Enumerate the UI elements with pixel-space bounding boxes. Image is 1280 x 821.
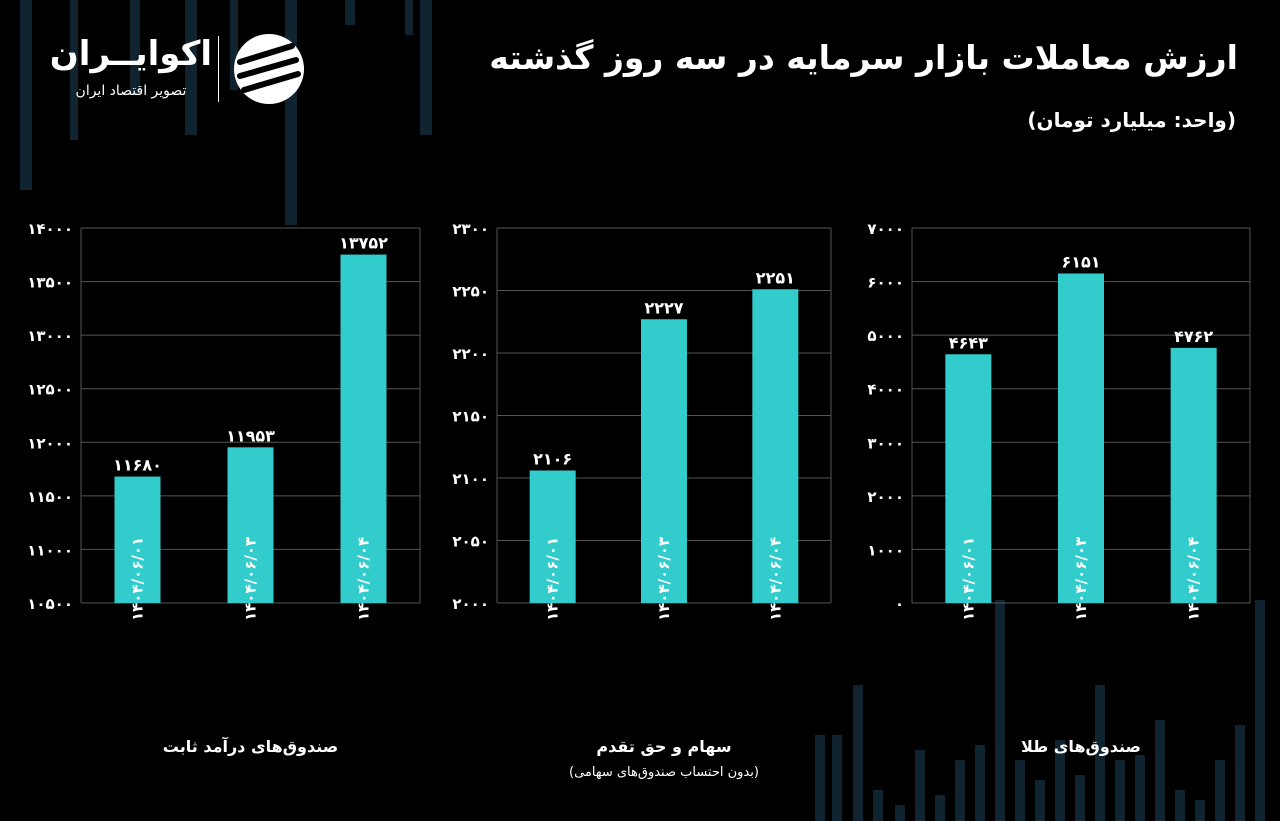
background-candle (1235, 725, 1245, 821)
data-label: ۴۶۴۳ (949, 333, 988, 352)
y-tick-label: ۳۰۰۰ (867, 434, 904, 452)
x-tick-label: ۱۴۰۴/۰۶/۰۱ (959, 537, 977, 621)
background-candle (1135, 755, 1145, 821)
chart-title-2: سهام و حق تقدم (596, 737, 732, 756)
background-candle (1015, 760, 1025, 821)
data-label: ۲۲۲۷ (644, 298, 683, 317)
y-tick-label: ۲۳۰۰ (452, 220, 489, 238)
x-tick-label: ۱۴۰۴/۰۶/۰۱ (129, 537, 147, 621)
background-candle (975, 745, 985, 821)
bar (114, 476, 161, 603)
y-tick-label: ۲۰۵۰ (452, 533, 489, 551)
y-tick-label: ۷۰۰۰ (867, 220, 904, 238)
background-candle (815, 735, 825, 821)
data-label: ۴۷۶۲ (1174, 327, 1213, 346)
logo-tagline: تصویر اقتصاد ایران (75, 83, 187, 99)
chart-panel-2: ۲۰۰۰ ۲۰۵۰ ۲۱۰۰ ۲۱۵۰ ۲۲۰۰ ۲۲۵۰ ۲۳۰۰ ۲۱۰۶ ۱۴۰۴/۰۶/… (452, 220, 832, 621)
background-candle (420, 0, 432, 135)
background-candle (1035, 780, 1045, 821)
background-candle (185, 0, 197, 135)
x-tick-label: ۱۴۰۴/۰۶/۰۳ (1072, 537, 1090, 621)
background-candle (1095, 685, 1105, 821)
background-candle (230, 0, 238, 90)
background-candle (873, 790, 883, 821)
y-tick-label: ۱۲۵۰۰ (27, 381, 73, 399)
background-candle (1055, 740, 1065, 821)
y-tick-label: ۰ (895, 595, 904, 613)
background-candle (995, 600, 1005, 821)
background-candle (832, 735, 842, 821)
bar (752, 289, 799, 603)
logo-divider (218, 36, 219, 102)
bar (641, 319, 687, 603)
y-tick-label: ۵۰۰۰ (867, 327, 904, 345)
page-title: ارزش معاملات بازار سرمایه در سه روز گذشت… (489, 38, 1238, 77)
background-candle (345, 0, 355, 25)
background-candle (1175, 790, 1185, 821)
y-tick-label: ۲۲۰۰ (452, 345, 489, 363)
data-label: ۲۱۰۶ (533, 450, 572, 469)
background-candle (1215, 760, 1225, 821)
y-tick-label: ۲۱۵۰ (452, 408, 489, 426)
data-label: ۱۱۶۸۰ (113, 456, 162, 475)
y-tick-label: ۱۳۰۰۰ (27, 327, 73, 345)
logo-mark-icon (234, 34, 304, 104)
bar (227, 447, 274, 603)
x-tick-label: ۱۴۰۴/۰۶/۰۳ (655, 537, 673, 621)
y-tick-label: ۱۰۰۰ (867, 541, 904, 559)
bar (1058, 273, 1104, 603)
y-tick-label: ۱۰۵۰۰ (27, 595, 73, 613)
background-candle (955, 760, 965, 821)
background-candle (935, 795, 945, 821)
y-tick-label: ۲۰۰۰ (867, 488, 904, 506)
background-candle (1195, 800, 1205, 821)
data-label: ۶۱۵۱ (1061, 252, 1100, 271)
background-candle (915, 750, 925, 821)
x-tick-label: ۱۴۰۴/۰۶/۰۱ (544, 537, 562, 621)
bar (1170, 347, 1217, 603)
data-label: ۱۳۷۵۲ (339, 234, 388, 253)
data-label: ۲۲۵۱ (756, 268, 795, 287)
unit-label: (واحد: میلیارد تومان) (1027, 108, 1236, 132)
chart-title-3: صندوق‌های طلا (1020, 737, 1142, 756)
background-candle (895, 805, 905, 821)
y-tick-label: ۱۱۵۰۰ (27, 488, 73, 506)
logo-name: اکوایــران (49, 34, 212, 74)
y-tick-label: ۲۱۰۰ (452, 470, 489, 488)
y-tick-label: ۶۰۰۰ (867, 274, 904, 292)
x-tick-label: ۱۴۰۴/۰۶/۰۳ (242, 537, 260, 621)
x-tick-label: ۱۴۰۴/۰۶/۰۴ (355, 537, 373, 621)
x-tick-label: ۱۴۰۴/۰۶/۰۴ (1185, 537, 1203, 621)
background-candle (20, 0, 32, 190)
bar (945, 354, 992, 603)
background-candle (130, 0, 140, 95)
background-candle (1075, 775, 1085, 821)
background-candle (70, 0, 78, 140)
logo: اکوایــران تصویر اقتصاد ایران (50, 30, 315, 110)
chart-panel-1: ۱۰۵۰۰ ۱۱۰۰۰ ۱۱۵۰۰ ۱۲۰۰۰ ۱۲۵۰۰ ۱۳۰۰۰ ۱۳۵۰۰ ۱۴۰۰۰… (27, 220, 421, 621)
x-tick-label: ۱۴۰۴/۰۶/۰۴ (766, 537, 784, 621)
chart-title-1: صندوق‌های درآمد ثابت (162, 737, 339, 756)
background-candle (1255, 600, 1265, 821)
y-tick-label: ۲۲۵۰ (452, 283, 489, 301)
background-candle (405, 0, 413, 35)
background-candle (853, 685, 863, 821)
bar (529, 470, 576, 603)
y-tick-label: ۴۰۰۰ (867, 381, 904, 399)
y-tick-label: ۲۰۰۰ (452, 595, 489, 613)
background-candle (1155, 720, 1165, 821)
data-label: ۱۱۹۵۳ (226, 426, 275, 445)
chart-panel-3: ۰ ۱۰۰۰ ۲۰۰۰ ۳۰۰۰ ۴۰۰۰ ۵۰۰۰ ۶۰۰۰ ۷۰۰۰ ۴۶۴۳ ۱۴۰۴/۰۶… (867, 220, 1251, 621)
chart-subtitle-2: (بدون احتساب صندوق‌های سهامی) (569, 765, 759, 780)
y-tick-label: ۱۳۵۰۰ (27, 274, 73, 292)
y-tick-label: ۱۲۰۰۰ (27, 434, 73, 452)
background-candle (1115, 760, 1125, 821)
y-tick-label: ۱۴۰۰۰ (27, 220, 73, 238)
y-tick-label: ۱۱۰۰۰ (27, 541, 73, 559)
bar (340, 254, 387, 604)
